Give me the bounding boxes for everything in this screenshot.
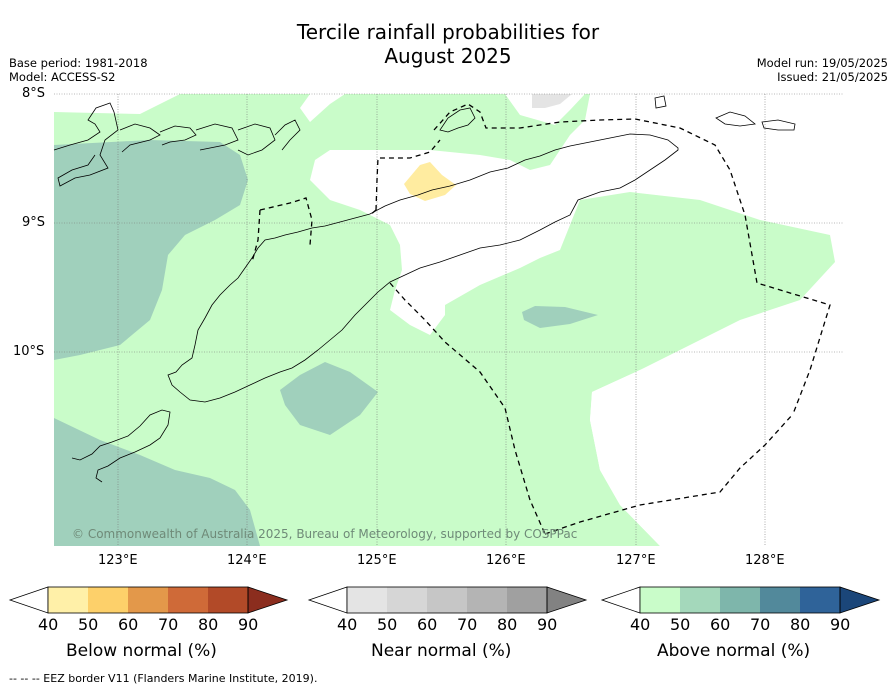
map-title: Tercile rainfall probabilities for Augus… [0,20,896,68]
model-name: Model: ACCESS-S2 [9,70,116,84]
map-area [53,93,843,546]
cb-above-tick-90: 90 [830,615,851,634]
cb-below-arrow-right [247,586,289,614]
title-line-2: August 2025 [384,44,512,68]
cb-above-arrow-right [839,586,881,614]
cb-below-tick-60: 60 [118,615,139,634]
base-period: Base period: 1981-2018 [9,56,148,70]
coast-timor [167,133,679,403]
lon-label-126e: 126°E [486,553,526,568]
cb-above-label: Above normal (%) [657,641,811,661]
lon-label-124e: 124°E [227,553,267,568]
cb-above-tick-60: 60 [710,615,731,634]
cb-above-tick-80: 80 [790,615,811,634]
colorbar-near [307,586,588,614]
lon-label-127e: 127°E [616,553,656,568]
lon-label-125e: 125°E [357,553,397,568]
cb-below-tick-40: 40 [38,615,59,634]
cb-above-arrow-left [600,586,641,614]
cb-above-tick-40: 40 [630,615,651,634]
model-run: Model run: 19/05/2025 [756,56,888,70]
cb-near-tick-90: 90 [537,615,558,634]
cb-above-seg-3 [720,587,760,613]
eez-south [544,413,794,535]
cb-below-tick-90: 90 [238,615,259,634]
eez-footnote: -- -- -- EEZ border V11 (Flanders Marine… [9,672,318,685]
cb-above-tick-70: 70 [750,615,771,634]
cb-near-seg-4 [467,587,507,613]
cb-above-tick-50: 50 [670,615,691,634]
cb-near-seg-5 [507,587,547,613]
meta-left: Base period: 1981-2018 Model: ACCESS-S2 [9,56,148,84]
cb-near-seg-2 [387,587,427,613]
cb-near-tick-40: 40 [337,615,358,634]
eez-north [433,103,831,415]
above-normal-50-west [54,140,248,360]
eez-west-box [251,197,313,263]
coast-flores-alor [53,102,301,187]
cb-near-arrow-right [546,586,588,614]
lat-label-8s: 8°S [22,86,46,101]
cb-near-tick-60: 60 [417,615,438,634]
cb-near-seg-3 [427,587,467,613]
title-line-1: Tercile rainfall probabilities for [296,20,600,44]
colorbar-below [8,586,289,614]
cb-near-arrow-left [307,586,348,614]
cb-above-seg-5 [800,587,840,613]
cb-near-outline [346,586,548,614]
cb-above-seg-1 [640,587,680,613]
cb-above-seg-2 [680,587,720,613]
cb-below-seg-4 [168,587,208,613]
above-normal-50-center [280,362,378,435]
graticule [54,93,843,546]
cb-below-arrow-left [8,586,49,614]
cb-below-seg-5 [208,587,248,613]
coast-north-timor [439,107,476,133]
coastlines [53,95,796,483]
cb-below-tick-80: 80 [198,615,219,634]
cb-below-seg-1 [48,587,88,613]
cb-above-outline [639,586,841,614]
above-normal-50-east [522,306,598,328]
cb-near-seg-1 [347,587,387,613]
near-normal-40-region [532,94,572,108]
coast-wetar [654,95,796,131]
coast-sumba [71,409,171,483]
above-normal-40-region [54,94,835,546]
lat-label-10s: 10°S [13,344,45,359]
lon-label-128e: 128°E [745,553,785,568]
cb-near-tick-80: 80 [497,615,518,634]
cb-above-seg-4 [760,587,800,613]
issued-date: Issued: 21/05/2025 [777,70,888,84]
cb-below-label: Below normal (%) [66,641,217,661]
lat-label-9s: 9°S [22,215,46,230]
cb-below-seg-2 [88,587,128,613]
above-normal-50-south [54,418,260,546]
cb-below-tick-50: 50 [78,615,99,634]
colorbar-above [600,586,881,614]
lon-label-123e: 123°E [98,553,138,568]
no-signal-east [590,300,843,546]
cb-below-outline [47,586,249,614]
meta-right: Model run: 19/05/2025 Issued: 21/05/2025 [757,56,888,84]
eez-border [251,103,831,535]
cb-below-seg-3 [128,587,168,613]
cb-near-tick-50: 50 [377,615,398,634]
cb-below-tick-70: 70 [158,615,179,634]
eez-main [369,139,546,535]
copyright-notice: © Commonwealth of Australia 2025, Bureau… [72,527,578,541]
cb-near-tick-70: 70 [457,615,478,634]
below-normal-40-region [404,162,456,201]
cb-near-label: Near normal (%) [371,641,512,661]
